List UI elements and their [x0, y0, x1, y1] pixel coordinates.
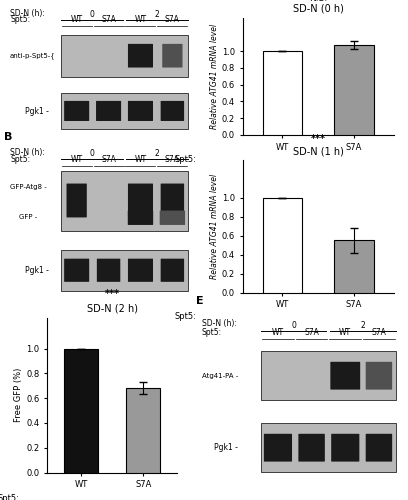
- FancyBboxPatch shape: [128, 101, 153, 121]
- Text: Spt5:: Spt5:: [10, 156, 30, 164]
- Bar: [261, 424, 396, 472]
- Text: WT: WT: [134, 156, 146, 164]
- Text: anti-p-Spt5-{: anti-p-Spt5-{: [10, 52, 55, 59]
- Text: ***: ***: [105, 289, 120, 299]
- Text: Atg41-PA -: Atg41-PA -: [202, 372, 238, 378]
- Text: WT: WT: [71, 16, 83, 24]
- Bar: [61, 250, 188, 290]
- Text: N.S.: N.S.: [309, 0, 327, 4]
- Text: Spt5:: Spt5:: [175, 312, 197, 322]
- FancyBboxPatch shape: [298, 434, 325, 462]
- Text: Spt5:: Spt5:: [10, 16, 30, 24]
- Text: 2: 2: [361, 321, 366, 330]
- Text: ***: ***: [311, 134, 326, 144]
- Text: Spt5:: Spt5:: [0, 494, 19, 500]
- Text: E: E: [196, 296, 204, 306]
- Bar: [61, 94, 188, 128]
- Bar: [64, 348, 98, 472]
- FancyBboxPatch shape: [128, 258, 153, 282]
- Y-axis label: Free GFP (%): Free GFP (%): [14, 368, 23, 422]
- FancyBboxPatch shape: [161, 258, 184, 282]
- Text: Pgk1 -: Pgk1 -: [25, 107, 49, 116]
- FancyBboxPatch shape: [366, 434, 392, 462]
- Y-axis label: Relative ATG41 mRNA level: Relative ATG41 mRNA level: [210, 24, 219, 129]
- Text: A: A: [4, 0, 13, 2]
- Bar: [261, 352, 396, 400]
- Bar: [61, 35, 188, 76]
- Bar: [335, 240, 374, 292]
- Text: S7A: S7A: [165, 156, 180, 164]
- Text: Spt5:: Spt5:: [175, 155, 197, 164]
- Text: Pgk1 -: Pgk1 -: [25, 266, 49, 275]
- Text: WT: WT: [339, 328, 351, 337]
- Bar: [335, 45, 374, 135]
- Text: Spt5:: Spt5:: [202, 328, 222, 337]
- Text: S7A: S7A: [372, 328, 386, 337]
- Text: S7A: S7A: [304, 328, 319, 337]
- Text: S7A: S7A: [101, 156, 116, 164]
- Text: SD-N (h):: SD-N (h):: [202, 319, 237, 328]
- Text: SD-N (h):: SD-N (h):: [10, 148, 45, 157]
- Text: GFP -: GFP -: [20, 214, 38, 220]
- FancyBboxPatch shape: [160, 210, 185, 225]
- Bar: [61, 170, 188, 230]
- Text: WT: WT: [71, 156, 83, 164]
- FancyBboxPatch shape: [64, 101, 89, 121]
- Text: S7A: S7A: [101, 16, 116, 24]
- Text: WT: WT: [134, 16, 146, 24]
- Text: 0: 0: [89, 150, 94, 158]
- Text: SD-N (h):: SD-N (h):: [10, 9, 45, 18]
- Text: S7A: S7A: [165, 16, 180, 24]
- FancyBboxPatch shape: [128, 210, 153, 225]
- FancyBboxPatch shape: [96, 101, 121, 121]
- Text: Pgk1 -: Pgk1 -: [214, 443, 238, 452]
- Title: SD-N (0 h): SD-N (0 h): [293, 4, 344, 14]
- FancyBboxPatch shape: [64, 258, 89, 282]
- Text: WT: WT: [272, 328, 284, 337]
- FancyBboxPatch shape: [331, 434, 359, 462]
- FancyBboxPatch shape: [97, 258, 120, 282]
- FancyBboxPatch shape: [67, 184, 87, 218]
- Text: B: B: [4, 132, 13, 142]
- Y-axis label: Relative ATG41 mRNA level: Relative ATG41 mRNA level: [210, 174, 219, 279]
- FancyBboxPatch shape: [162, 44, 182, 68]
- Bar: [262, 198, 302, 292]
- Title: SD-N (2 h): SD-N (2 h): [86, 304, 137, 314]
- Title: SD-N (1 h): SD-N (1 h): [293, 146, 344, 156]
- FancyBboxPatch shape: [330, 362, 360, 390]
- Text: GFP-Atg8 -: GFP-Atg8 -: [10, 184, 47, 190]
- Text: 0: 0: [291, 321, 296, 330]
- Bar: [126, 388, 160, 472]
- Bar: [262, 51, 302, 135]
- Text: 2: 2: [155, 150, 160, 158]
- Text: 0: 0: [89, 10, 94, 20]
- FancyBboxPatch shape: [128, 44, 153, 68]
- FancyBboxPatch shape: [128, 184, 153, 218]
- Text: 2: 2: [155, 10, 160, 20]
- FancyBboxPatch shape: [366, 362, 392, 390]
- FancyBboxPatch shape: [161, 184, 184, 218]
- FancyBboxPatch shape: [264, 434, 292, 462]
- FancyBboxPatch shape: [161, 101, 184, 121]
